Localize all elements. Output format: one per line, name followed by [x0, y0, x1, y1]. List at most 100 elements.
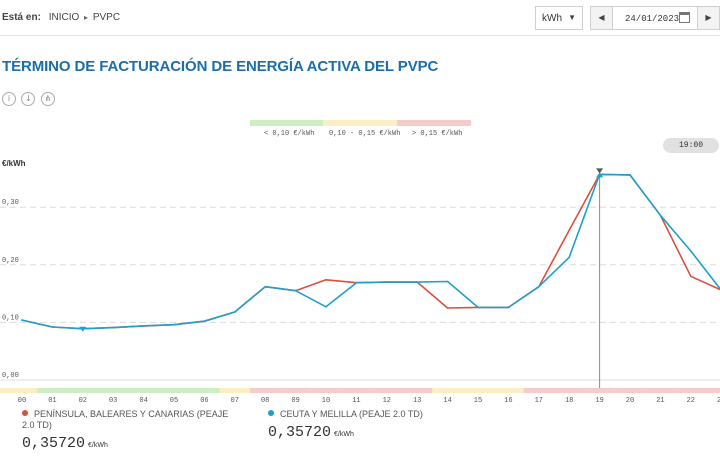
- y-tick-label: 0,00: [2, 372, 19, 380]
- price-scale-label-high: > 0,15 €/kWh: [412, 130, 463, 138]
- data-point: [416, 281, 419, 283]
- x-tick-label: 14: [443, 397, 451, 405]
- x-tick-label: 15: [474, 397, 482, 405]
- price-scale-bar-high: [397, 120, 471, 126]
- hour-price-band-segment: [645, 388, 676, 393]
- next-day-button[interactable]: ▶: [697, 7, 719, 29]
- hour-price-band-segment: [310, 388, 342, 393]
- share-icon[interactable]: ⋔: [40, 92, 55, 106]
- previous-day-button[interactable]: ◀: [591, 7, 613, 29]
- price-scale-label-low: < 0,10 €/kWh: [264, 130, 315, 138]
- data-point: [112, 326, 114, 329]
- chart-toolbar: i ↓ ⋔: [2, 88, 56, 106]
- data-point: [690, 275, 692, 278]
- breadcrumb-item-inicio[interactable]: INICIO: [48, 12, 80, 23]
- x-tick-label: 20: [626, 397, 634, 405]
- price-scale-label-mid: 0,10 - 0,15 €/kWh: [329, 130, 401, 138]
- info-icon[interactable]: i: [2, 92, 16, 106]
- page-title: TÉRMINO DE FACTURACIÓN DE ENERGÍA ACTIVA…: [2, 58, 439, 75]
- hour-price-band-segment: [189, 388, 220, 393]
- data-point: [142, 325, 145, 327]
- x-tick-label: 23: [717, 397, 720, 405]
- x-tick-label: 11: [352, 397, 360, 405]
- hour-price-band-segment: [402, 388, 433, 393]
- unit-select[interactable]: kWh ▼: [535, 6, 583, 30]
- hour-price-band-segment: [128, 388, 159, 393]
- breadcrumb-item-pvpc[interactable]: PVPC: [92, 12, 121, 23]
- x-tick-label: 03: [109, 397, 117, 405]
- hour-price-band-segment: [675, 388, 706, 393]
- hour-price-band-segment: [98, 388, 129, 393]
- date-input[interactable]: 24/01/2023: [625, 14, 680, 24]
- data-point: [325, 278, 327, 281]
- max-price-marker-icon: [596, 172, 604, 178]
- x-tick-label: 09: [291, 397, 299, 405]
- x-tick-label: 16: [504, 397, 512, 405]
- x-tick-label: 17: [535, 397, 543, 405]
- hour-price-band-segment: [67, 388, 98, 393]
- x-tick-label: 12: [383, 397, 391, 405]
- hour-price-band-segment: [158, 388, 190, 393]
- triangle-right-icon: ▸: [84, 13, 89, 22]
- y-tick-label: 0,10: [2, 314, 19, 322]
- download-icon[interactable]: ↓: [21, 92, 36, 106]
- data-point: [264, 285, 267, 288]
- data-point: [325, 306, 327, 308]
- x-tick-label: 06: [200, 397, 208, 405]
- data-point: [21, 319, 23, 321]
- min-price-marker-icon: [79, 326, 87, 332]
- data-point: [568, 256, 570, 259]
- hour-price-band-segment: [280, 388, 311, 393]
- selected-time-badge: 19:00: [663, 138, 719, 153]
- data-point: [538, 285, 540, 288]
- data-point: [629, 174, 631, 176]
- series-info-ceuta: CEUTA Y MELILLA (PEAJE 2.0 TD) 0,35720 €/…: [268, 409, 518, 441]
- x-tick-label: 13: [413, 397, 421, 405]
- hour-price-band-segment: [584, 388, 615, 393]
- price-chart[interactable]: 0,00 0,10 0,20 0,30 00 01 02 03 04 05 06 07 08 09 10 11…: [0, 150, 720, 405]
- data-point: [568, 229, 570, 232]
- x-tick-label: 00: [18, 397, 26, 405]
- ceuta-series-line: [21, 173, 720, 330]
- x-tick-label: 08: [261, 397, 269, 405]
- hour-price-band-segment: [706, 388, 720, 393]
- peninsula-series-dot: [22, 410, 28, 416]
- y-tick-label: 0,20: [2, 257, 19, 265]
- hour-price-band-segment: [219, 388, 250, 393]
- data-point: [659, 214, 662, 217]
- data-point: [446, 307, 449, 309]
- peninsula-series-line: [21, 173, 720, 330]
- data-point: [234, 311, 236, 313]
- data-point: [173, 323, 175, 326]
- selected-hour-marker-icon: [596, 168, 604, 174]
- hour-price-band-segment: [250, 388, 281, 393]
- breadcrumb: Está en: INICIO ▸ PVPC: [2, 12, 120, 23]
- hour-price-band-segment: [0, 388, 38, 393]
- top-bar: Está en: INICIO ▸ PVPC kWh ▼ ◀ 24/01/202…: [0, 0, 720, 36]
- unit-select-value: kWh: [542, 13, 562, 24]
- x-tick-label: 10: [322, 397, 330, 405]
- data-point: [386, 281, 388, 283]
- breadcrumb-label: Está en:: [2, 12, 41, 23]
- ceuta-series-value: 0,35720: [268, 424, 332, 441]
- x-tick-label: 07: [231, 397, 239, 405]
- data-point: [51, 326, 54, 328]
- series-info-peninsula: PENÍNSULA, BALEARES Y CANARIAS (PEAJE 2.…: [22, 409, 242, 452]
- hour-price-band-segment: [341, 388, 372, 393]
- ceuta-series-dot: [268, 410, 274, 416]
- date-picker[interactable]: ◀ 24/01/2023 ▶: [590, 6, 720, 30]
- data-point: [690, 250, 692, 252]
- x-tick-label: 19: [595, 397, 603, 405]
- data-point: [507, 306, 510, 309]
- hour-price-band-segment: [432, 388, 463, 393]
- calendar-icon[interactable]: [679, 12, 690, 23]
- hour-price-band-segment: [554, 388, 585, 393]
- x-tick-label: 21: [656, 397, 664, 405]
- hour-price-band-segment: [371, 388, 402, 393]
- price-scale-bar-mid: [323, 120, 397, 126]
- x-tick-label: 05: [170, 397, 178, 405]
- x-tick-label: 04: [139, 397, 147, 405]
- peninsula-series-unit: €/kWh: [88, 442, 108, 449]
- ceuta-series-name: CEUTA Y MELILLA (PEAJE 2.0 TD): [280, 409, 423, 419]
- hour-price-band-segment: [523, 388, 554, 393]
